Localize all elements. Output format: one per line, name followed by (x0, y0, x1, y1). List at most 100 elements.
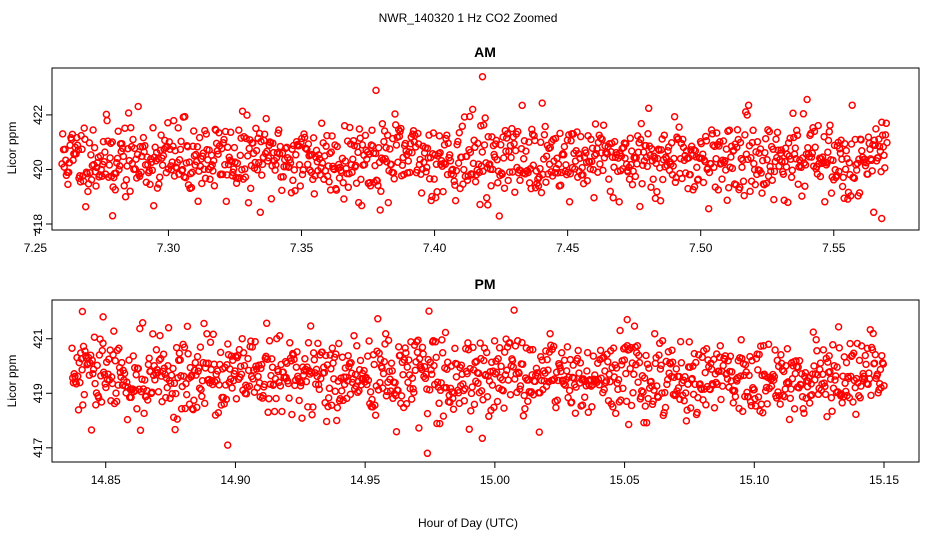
pm-data-point (276, 382, 285, 390)
pm-data-point (167, 379, 175, 388)
am-data-point (339, 178, 347, 187)
am-data-point (236, 151, 245, 160)
am-data-point (880, 151, 888, 160)
pm-data-point (729, 399, 738, 407)
x-axis-label: Hour of Day (UTC) (418, 516, 518, 530)
am-data-point (475, 168, 484, 177)
pm-data-point (767, 382, 776, 390)
am-data-point (610, 137, 619, 146)
pm-data-point (658, 389, 666, 397)
am-data-point (682, 147, 691, 155)
pm-data-point (240, 361, 249, 370)
pm-data-point (869, 329, 877, 338)
pm-data-point (93, 361, 101, 370)
am-data-point (736, 138, 745, 147)
pm-data-point (244, 366, 253, 375)
am-data-point (582, 149, 590, 157)
pm-data-point (149, 330, 157, 338)
am-data-point (586, 165, 595, 173)
am-data-point (699, 178, 708, 187)
pm-data-point (809, 328, 818, 336)
am-data-point (637, 119, 646, 128)
pm-data-point (193, 403, 201, 412)
am-data-point (716, 138, 724, 146)
am-data-point (522, 147, 530, 155)
am-data-point (258, 171, 266, 179)
am-data-point (120, 182, 128, 190)
am-data-point (793, 131, 802, 140)
pm-data-point (676, 337, 685, 346)
pm-data-point (650, 329, 659, 338)
am-data-point (108, 212, 117, 220)
am-data-point (258, 160, 267, 169)
pm-data-point (172, 389, 180, 398)
pm-data-point (181, 404, 189, 413)
pm-data-point (125, 356, 133, 364)
pm-data-point (820, 379, 828, 387)
pm-data-point (483, 392, 492, 401)
pm-data-point (763, 400, 771, 408)
pm-data-point (309, 403, 317, 411)
pm-data-point (627, 343, 635, 352)
am-data-point (761, 148, 769, 157)
pm-data-point (265, 337, 274, 345)
am-data-point (366, 178, 374, 187)
pm-data-point (164, 324, 173, 332)
pm-data-point (812, 335, 820, 344)
pm-data-point (490, 403, 498, 412)
pm-data-point (232, 395, 241, 403)
am-data-point (215, 128, 223, 137)
pm-data-point (741, 360, 750, 369)
pm-data-point (565, 373, 573, 381)
pm-data-point (783, 345, 792, 353)
am-data-point (702, 137, 711, 145)
am-data-point (875, 135, 883, 143)
am-data-point (723, 196, 731, 205)
pm-data-point (833, 363, 841, 371)
pm-data-point (460, 397, 469, 405)
am-data-point (209, 156, 218, 165)
am-data-point (382, 143, 390, 152)
pm-data-point (799, 405, 807, 413)
am-data-point (882, 119, 891, 128)
pm-data-point (376, 378, 384, 387)
pm-data-point (657, 361, 665, 370)
pm-data-point (645, 364, 653, 372)
pm-data-point (297, 378, 306, 387)
pm-data-point (312, 365, 321, 374)
am-data-point (455, 128, 464, 137)
am-data-point (323, 131, 331, 140)
am-data-point (462, 152, 471, 161)
am-data-point (349, 136, 358, 145)
pm-data-point (707, 365, 716, 373)
pm-data-point (401, 344, 409, 352)
am-data-point (653, 188, 661, 196)
pm-data-point (438, 349, 447, 357)
pm-data-point (333, 403, 342, 412)
am-data-point (425, 175, 434, 183)
pm-data-point (331, 387, 339, 396)
am-data-point (286, 155, 294, 164)
pm-data-point (747, 401, 756, 410)
am-data-point (842, 146, 851, 155)
am-data-point (127, 123, 135, 132)
pm-data-point (439, 412, 448, 420)
pm-data-point (464, 339, 472, 347)
pm-data-point (493, 397, 502, 406)
pm-data-point (76, 378, 84, 387)
am-data-point (87, 151, 95, 159)
am-data-point (788, 166, 797, 175)
pm-data-point (244, 354, 252, 363)
am-data-point (713, 129, 721, 137)
pm-data-point (769, 376, 778, 384)
am-data-point (397, 124, 405, 133)
pm-data-point (306, 322, 315, 330)
pm-data-point (878, 351, 886, 360)
pm-x-tick-label: 15.05 (610, 473, 640, 487)
am-data-point (766, 162, 774, 171)
pm-data-point (102, 383, 110, 392)
am-data-point (560, 142, 569, 151)
pm-data-point (567, 398, 576, 406)
pm-data-point (81, 347, 89, 355)
pm-data-point (190, 396, 198, 405)
